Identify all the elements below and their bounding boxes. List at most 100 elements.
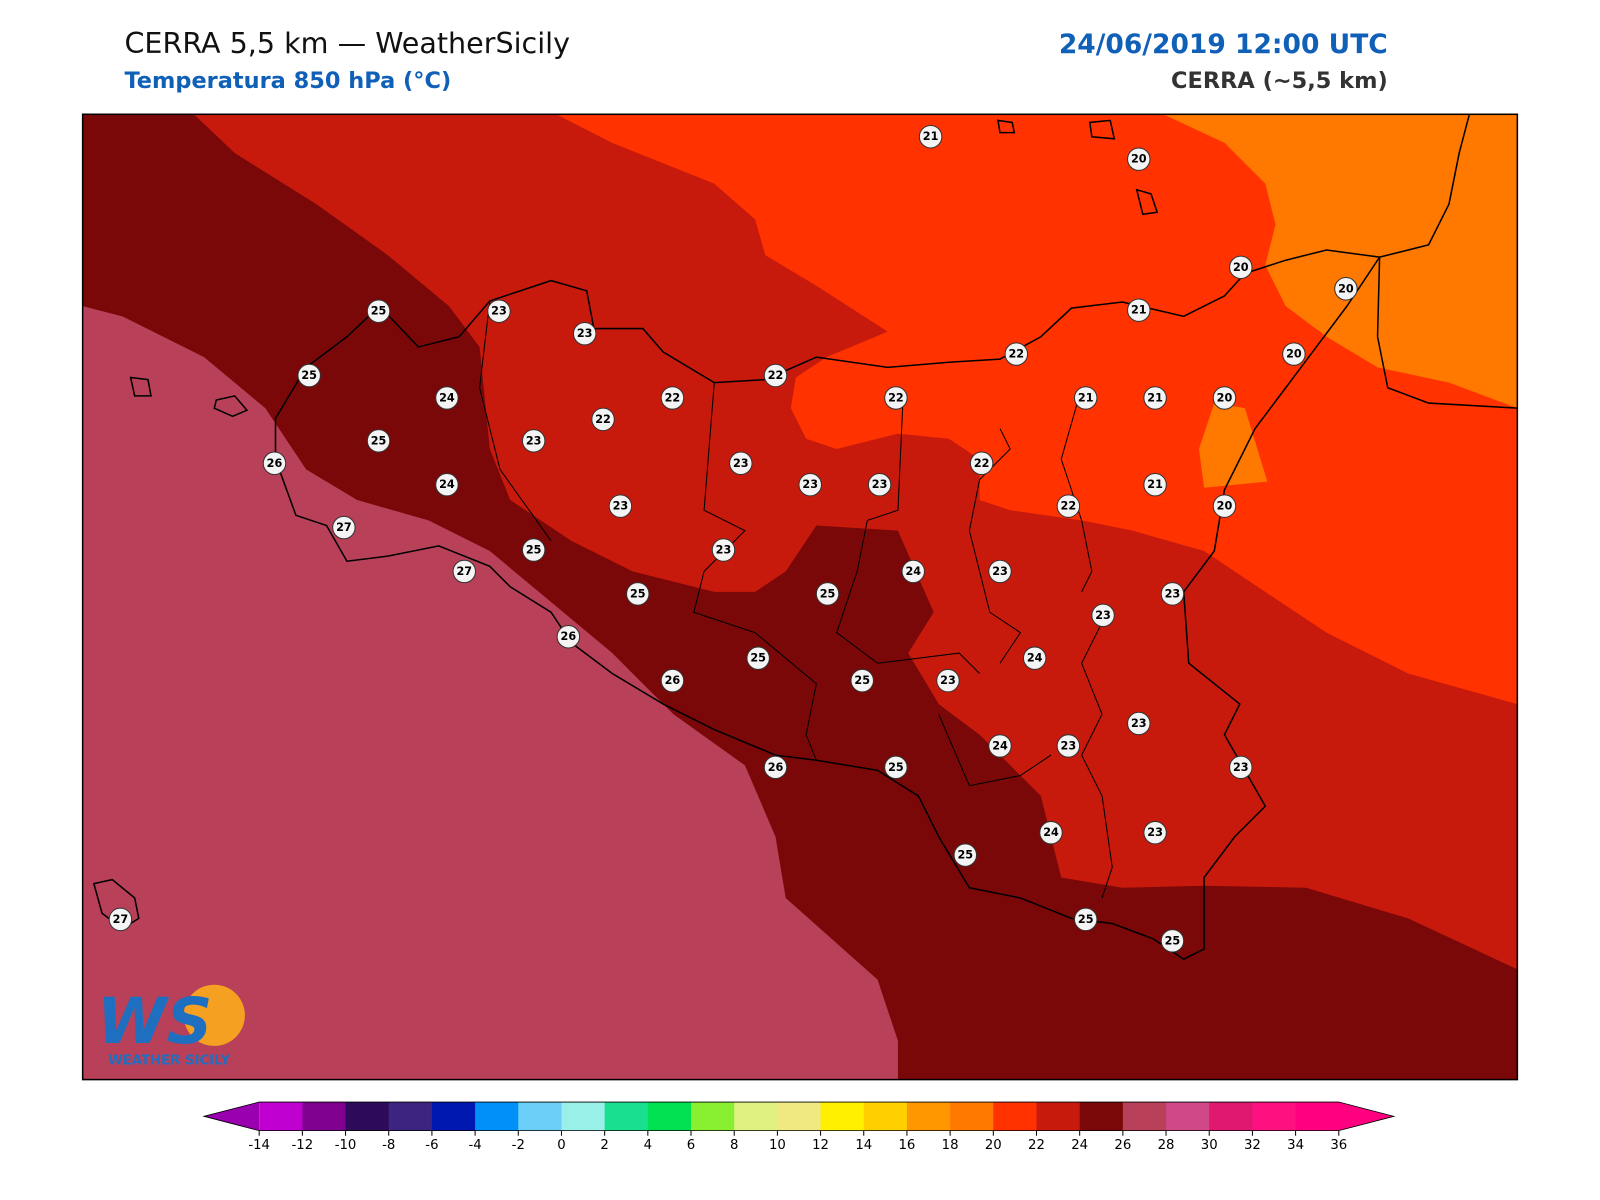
colorbar-bin bbox=[475, 1102, 519, 1131]
station-value: 22 bbox=[1061, 500, 1077, 513]
station-value: 23 bbox=[613, 500, 629, 513]
colorbar-bin bbox=[302, 1102, 347, 1131]
station-value: 20 bbox=[1217, 391, 1233, 404]
station-marker bbox=[918, 125, 943, 149]
station-marker bbox=[1334, 277, 1358, 301]
station-marker bbox=[988, 559, 1012, 584]
colorbar-tick-label: -4 bbox=[468, 1138, 481, 1153]
station-value: 25 bbox=[888, 761, 904, 774]
station-marker bbox=[988, 734, 1012, 758]
station-value: 25 bbox=[526, 544, 542, 557]
station-marker bbox=[936, 668, 960, 693]
station-value: 22 bbox=[665, 391, 681, 404]
station-value: 24 bbox=[905, 565, 921, 578]
station-marker bbox=[815, 582, 840, 606]
station-marker bbox=[763, 755, 788, 780]
colorbar-tick-label: 30 bbox=[1201, 1138, 1218, 1153]
colorbar-tick-label: -14 bbox=[248, 1138, 270, 1153]
colorbar-tick-label: 32 bbox=[1244, 1138, 1261, 1153]
colorbar-tick-label: 12 bbox=[812, 1138, 829, 1153]
station-marker bbox=[435, 386, 459, 410]
station-value: 20 bbox=[1286, 348, 1302, 361]
station-value: 20 bbox=[1131, 153, 1147, 166]
provinces bbox=[479, 300, 1113, 899]
station-marker bbox=[366, 299, 391, 323]
station-marker bbox=[1091, 603, 1115, 628]
colorbar-bin bbox=[1122, 1102, 1167, 1131]
station-marker bbox=[297, 363, 321, 388]
station-marker bbox=[901, 559, 925, 584]
colorbar-bin bbox=[561, 1102, 606, 1131]
station-value: 25 bbox=[301, 369, 317, 382]
station-value: 25 bbox=[854, 674, 870, 687]
colorbar-tick-label: 34 bbox=[1287, 1138, 1304, 1153]
calabria-coast bbox=[1376, 114, 1518, 409]
colorbar-bin bbox=[345, 1102, 390, 1131]
station-marker bbox=[1056, 494, 1081, 518]
colorbar-tick-label: 36 bbox=[1330, 1138, 1347, 1153]
band-18-20 bbox=[1163, 114, 1518, 409]
colorbar-tick-label: 28 bbox=[1158, 1138, 1175, 1153]
temperature-field bbox=[82, 114, 1518, 1080]
station-marker bbox=[1212, 494, 1237, 518]
station-marker bbox=[1127, 147, 1151, 171]
station-value: 24 bbox=[439, 478, 455, 491]
station-value: 25 bbox=[371, 434, 387, 447]
station-value: 24 bbox=[992, 739, 1008, 752]
station-value: 26 bbox=[561, 630, 577, 643]
colorbar-tick-label: 10 bbox=[769, 1138, 786, 1153]
station-value: 21 bbox=[1147, 478, 1163, 491]
colorbar-tick-label: 18 bbox=[942, 1138, 959, 1153]
station-marker bbox=[1160, 582, 1185, 606]
station-marker bbox=[711, 538, 736, 562]
station-marker bbox=[729, 451, 753, 475]
station-value: 22 bbox=[888, 391, 904, 404]
colorbar-tick-label: -12 bbox=[292, 1138, 314, 1153]
station-value: 25 bbox=[1165, 934, 1181, 947]
station-value: 22 bbox=[1009, 348, 1025, 361]
colorbar-tick-label: 16 bbox=[899, 1138, 916, 1153]
station-marker bbox=[1073, 907, 1098, 932]
colorbar-under bbox=[204, 1102, 260, 1131]
model: CERRA (~5,5 km) bbox=[1171, 68, 1388, 94]
station-marker bbox=[1160, 929, 1185, 953]
station-marker bbox=[591, 407, 615, 432]
colorbar-bin bbox=[1295, 1102, 1340, 1131]
logo-mark: WS bbox=[97, 984, 212, 1058]
station-marker bbox=[1143, 472, 1167, 497]
colorbar-bin bbox=[647, 1102, 692, 1131]
logo: WS WEATHER SICILY bbox=[97, 984, 245, 1068]
station-value: 23 bbox=[872, 478, 888, 491]
station-marker bbox=[108, 907, 133, 932]
station-value: 23 bbox=[940, 674, 956, 687]
station-marker bbox=[884, 755, 908, 780]
colorbar-bin bbox=[604, 1102, 649, 1131]
coastlines bbox=[92, 114, 1518, 961]
title: CERRA 5,5 km — WeatherSicily bbox=[124, 26, 570, 60]
station-marker bbox=[556, 625, 581, 649]
station-value: 25 bbox=[630, 587, 646, 600]
station-marker bbox=[1056, 734, 1081, 758]
station-value: 23 bbox=[802, 478, 818, 491]
colorbar-bin bbox=[431, 1102, 476, 1131]
colorbar-bin bbox=[388, 1102, 433, 1131]
colorbar-bin bbox=[1036, 1102, 1081, 1131]
station-value: 23 bbox=[1165, 587, 1181, 600]
band-26-28 bbox=[82, 306, 898, 1080]
colorbar-bin bbox=[1252, 1102, 1297, 1131]
station-value: 20 bbox=[1338, 282, 1354, 295]
station-marker bbox=[366, 429, 391, 453]
station-value: 23 bbox=[526, 434, 542, 447]
colorbar-bin bbox=[734, 1102, 778, 1131]
colorbar-tick-label: 24 bbox=[1071, 1138, 1088, 1153]
colorbar-tick-label: 8 bbox=[730, 1138, 738, 1153]
colorbar-bin bbox=[906, 1102, 951, 1131]
station-value: 27 bbox=[113, 913, 129, 926]
logo-sun bbox=[183, 984, 245, 1046]
colorbar-bin bbox=[259, 1102, 303, 1131]
stations: 21 20 20 20 21 22 20 25 23 23 25 24 22 22 22 21 21 20 22 25… bbox=[108, 125, 1358, 953]
station-value: 20 bbox=[1217, 500, 1233, 513]
station-marker bbox=[452, 559, 477, 584]
station-marker bbox=[1039, 820, 1063, 845]
colorbar-tick-label: 6 bbox=[687, 1138, 695, 1153]
